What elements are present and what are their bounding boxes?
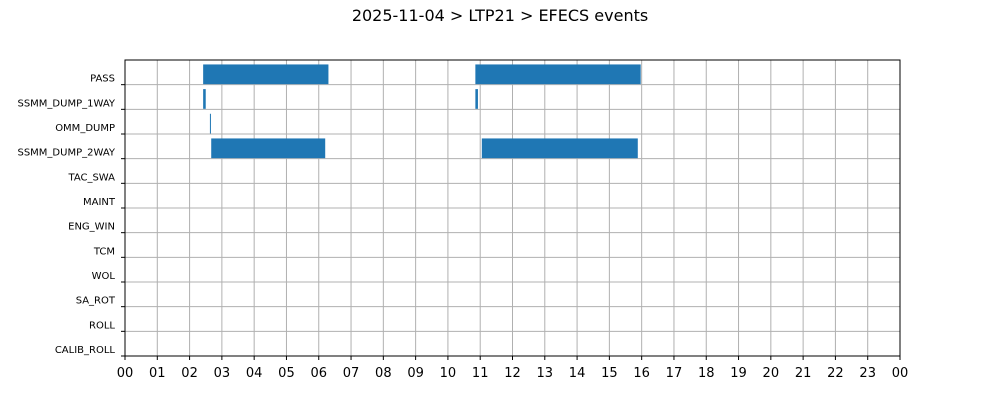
chart-title: 2025-11-04 > LTP21 > EFECS events: [351, 6, 649, 25]
x-tick-label: 05: [278, 366, 295, 381]
grid-layer: [124, 60, 901, 357]
x-tick-label: 20: [763, 366, 780, 381]
y-tick-label: SA_ROT: [76, 296, 116, 307]
x-tick-label: 17: [666, 366, 683, 381]
x-tick-label: 22: [827, 366, 844, 381]
y-tick-label: OMM_DUMP: [55, 123, 115, 134]
x-tick-label: 06: [310, 366, 327, 381]
x-tick-label: 23: [859, 366, 876, 381]
y-tick-label: ROLL: [89, 320, 115, 331]
x-tick-label: 12: [504, 366, 521, 381]
event-bar: [475, 64, 641, 85]
y-tick-label: TCM: [93, 246, 115, 257]
x-tick-label: 18: [698, 366, 715, 381]
event-bars: [203, 64, 641, 159]
x-tick-label: 14: [569, 366, 586, 381]
x-tick-label: 02: [181, 366, 198, 381]
y-tick-label: MAINT: [83, 197, 116, 208]
x-tick-label: 01: [149, 366, 166, 381]
x-tick-label: 13: [537, 366, 554, 381]
x-tick-label: 08: [375, 366, 392, 381]
x-tick-label: 15: [601, 366, 618, 381]
x-axis: 00 01 02 03 04 05 06 07 08 09 10 11 12 13 14 15 16 17 18 19…: [117, 356, 909, 381]
x-tick-label: 00: [892, 366, 909, 381]
event-bar: [203, 89, 206, 109]
x-tick-label: 11: [472, 366, 489, 381]
y-tick-label: PASS: [90, 74, 115, 85]
event-bar: [475, 89, 478, 109]
y-tick-label: CALIB_ROLL: [55, 345, 116, 356]
y-axis: PASS SSMM_DUMP_1WAY OMM_DUMP SSMM_DUMP_2WAY…: [17, 74, 125, 357]
x-tick-label: 07: [343, 366, 360, 381]
x-tick-label: 21: [795, 366, 812, 381]
event-bar: [211, 138, 326, 159]
x-tick-label: 09: [407, 366, 424, 381]
x-tick-label: 16: [633, 366, 650, 381]
y-tick-label: SSMM_DUMP_2WAY: [17, 148, 115, 159]
y-tick-label: TAC_SWA: [67, 172, 115, 183]
event-bar: [209, 113, 211, 134]
y-tick-label: ENG_WIN: [68, 222, 115, 233]
y-tick-label: SSMM_DUMP_1WAY: [17, 98, 115, 109]
x-tick-label: 10: [440, 366, 457, 381]
event-bar: [203, 64, 329, 85]
y-tick-label: WOL: [92, 271, 116, 282]
x-tick-label: 03: [214, 366, 231, 381]
x-tick-label: 04: [246, 366, 263, 381]
x-tick-label: 00: [117, 366, 134, 381]
x-tick-label: 19: [730, 366, 747, 381]
event-bar: [481, 138, 638, 159]
